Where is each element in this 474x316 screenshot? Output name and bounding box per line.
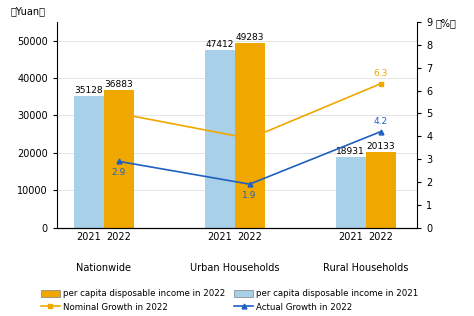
Text: 35128: 35128	[74, 86, 103, 95]
Bar	[336, 157, 365, 228]
Y-axis label: （%）: （%）	[436, 18, 456, 28]
Text: 36883: 36883	[104, 80, 133, 89]
Text: 1.9: 1.9	[242, 191, 257, 200]
Text: Nationwide: Nationwide	[76, 263, 131, 273]
Bar	[205, 51, 235, 228]
Text: Urban Households: Urban Households	[190, 263, 279, 273]
Text: Rural Households: Rural Households	[323, 263, 408, 273]
Text: （Yuan）: （Yuan）	[10, 7, 45, 16]
Text: 49283: 49283	[236, 33, 264, 42]
Bar	[365, 152, 396, 228]
Text: 5.0: 5.0	[111, 99, 126, 108]
Bar	[104, 90, 134, 228]
Text: 47412: 47412	[206, 40, 234, 49]
Text: 4.2: 4.2	[374, 117, 388, 126]
Bar	[74, 96, 104, 228]
Text: 20133: 20133	[366, 142, 395, 151]
Text: 18931: 18931	[337, 147, 365, 156]
Text: 6.3: 6.3	[374, 69, 388, 78]
Legend: per capita disposable income in 2022, Nominal Growth in 2022, per capita disposa: per capita disposable income in 2022, No…	[41, 289, 419, 312]
Text: 3.9: 3.9	[242, 124, 257, 133]
Text: 2.9: 2.9	[111, 168, 126, 177]
Bar	[235, 44, 264, 228]
